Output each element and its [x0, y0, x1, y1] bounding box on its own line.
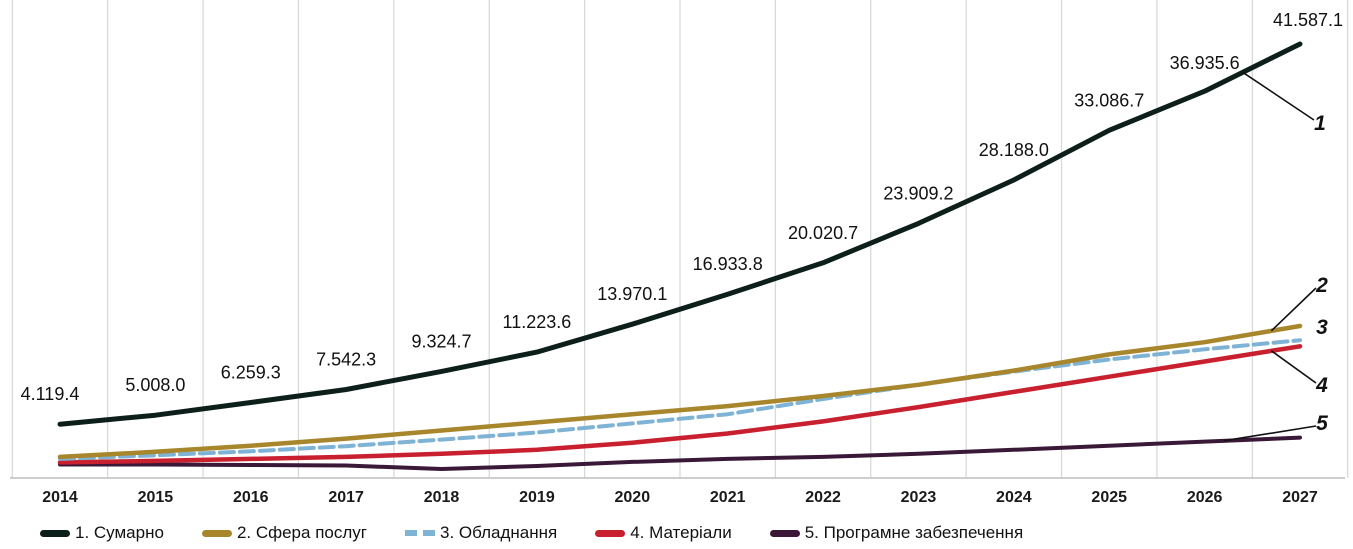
- callout-label-2: 2: [1315, 274, 1328, 297]
- data-label: 5.008.0: [125, 375, 185, 395]
- legend-item-services: 2. Сфера послуг: [201, 523, 367, 543]
- legend-item-software: 5. Програмне забезпечення: [769, 523, 1024, 543]
- legend-item-total: 1. Сумарно: [40, 523, 164, 543]
- x-tick-label: 2026: [1187, 489, 1223, 506]
- x-tick-label: 2021: [710, 489, 746, 506]
- x-tick-label: 2014: [42, 489, 78, 506]
- legend-label-software: 5. Програмне забезпечення: [804, 523, 1024, 542]
- legend-swatch-materials: [595, 529, 626, 537]
- legend-item-equipment: 3. Обладнання: [404, 523, 558, 543]
- legend-swatch-software: [769, 529, 800, 537]
- callout-label-3: 3: [1316, 316, 1328, 339]
- grid-lines: [10, 0, 1349, 479]
- data-label: 23.909.2: [883, 183, 953, 203]
- data-label: 13.970.1: [597, 284, 667, 304]
- x-tick-label: 2022: [805, 489, 841, 506]
- legend-label-total: 1. Сумарно: [75, 523, 164, 542]
- x-tick-label: 2015: [138, 489, 174, 506]
- x-tick-label: 2018: [424, 489, 460, 506]
- x-tick-label: 2025: [1091, 489, 1127, 506]
- series-line-1: [57, 41, 1303, 427]
- callout-leader-4: [1270, 350, 1317, 384]
- series-line-4: [57, 344, 1303, 465]
- callout-label-5: 5: [1316, 412, 1328, 435]
- legend-item-materials: 4. Матеріали: [595, 523, 732, 543]
- x-tick-label: 2019: [519, 489, 555, 506]
- data-label: 16.933.8: [693, 254, 763, 274]
- data-label: 11.223.6: [503, 312, 572, 332]
- series-callouts: 1 2 3 4 5: [1223, 71, 1328, 442]
- series-lines: [57, 41, 1303, 471]
- legend-swatch-services: [201, 529, 232, 537]
- data-label: 33.086.7: [1074, 90, 1144, 110]
- legend: 1. Сумарно 2. Сфера послуг 3. Обладнання…: [40, 518, 1061, 548]
- callout-label-4: 4: [1315, 374, 1328, 397]
- legend-label-services: 2. Сфера послуг: [236, 523, 367, 542]
- callout-leader-5: [1223, 425, 1317, 442]
- legend-swatch-equipment: [404, 530, 435, 536]
- data-label: 28.188.0: [979, 140, 1049, 160]
- x-tick-label: 2020: [615, 489, 651, 506]
- callout-label-1: 1: [1314, 112, 1326, 135]
- series-line-5: [58, 435, 1302, 471]
- legend-swatch-total: [40, 529, 70, 537]
- x-axis: 2014 2015 2016 2017 2018 2019 2020 2021 2022 2023…: [42, 489, 1318, 506]
- data-label: 20.020.7: [788, 223, 858, 243]
- legend-label-equipment: 3. Обладнання: [439, 523, 558, 542]
- data-label: 9.324.7: [412, 331, 472, 351]
- line-chart: 4.119.4 5.008.0 6.259.3 7.542.3 9.324.7 11.22…: [10, 0, 1349, 506]
- x-tick-label: 2023: [901, 489, 937, 506]
- data-label: 4.119.4: [21, 384, 80, 404]
- callout-leader-1: [1242, 71, 1315, 121]
- data-labels: 4.119.4 5.008.0 6.259.3 7.542.3 9.324.7 11.22…: [21, 10, 1343, 404]
- series-line-2: [57, 323, 1303, 460]
- data-label: 36.935.6: [1170, 53, 1240, 73]
- callout-leader-2: [1270, 287, 1317, 332]
- legend-label-materials: 4. Матеріали: [630, 523, 732, 542]
- x-tick-label: 2017: [328, 489, 364, 506]
- data-label: 7.542.3: [316, 349, 376, 369]
- series-line-3: [58, 338, 1302, 461]
- x-tick-label: 2016: [233, 489, 269, 506]
- x-tick-label: 2024: [996, 489, 1032, 506]
- data-label: 6.259.3: [221, 362, 281, 382]
- data-label: 41.587.1: [1273, 10, 1343, 30]
- x-tick-label: 2027: [1282, 489, 1318, 506]
